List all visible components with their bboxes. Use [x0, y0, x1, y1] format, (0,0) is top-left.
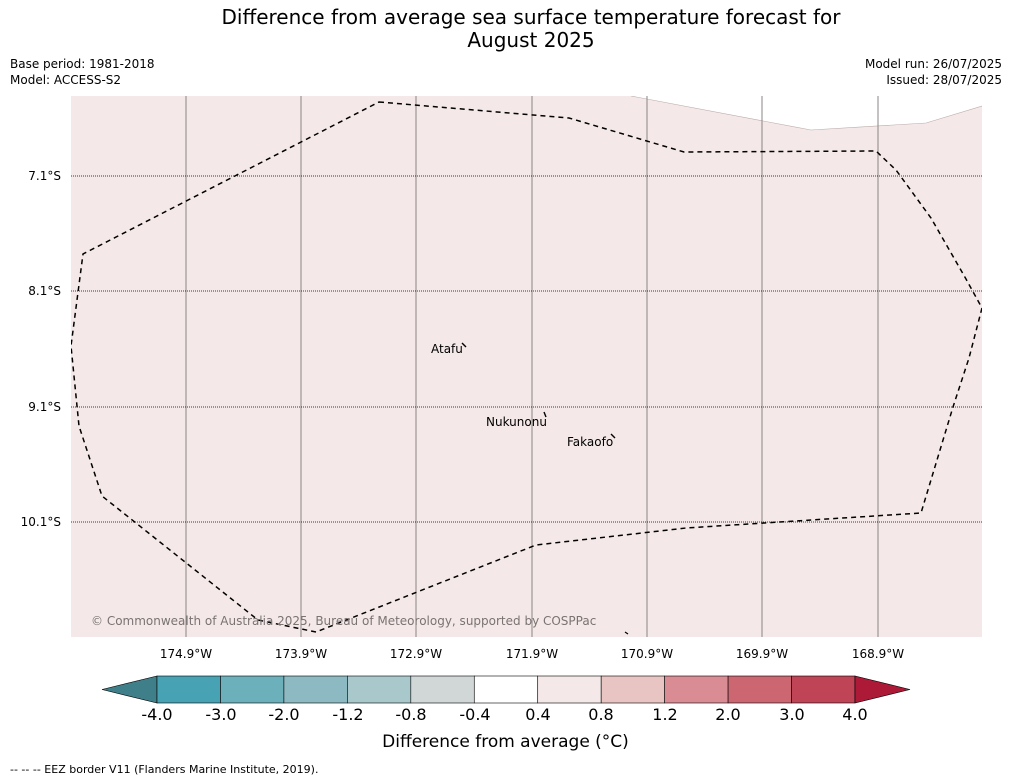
colorbar-segment: [600, 675, 665, 704]
eez-legend-note: -- -- -- EEZ border V11 (Flanders Marine…: [10, 763, 319, 776]
colorbar-segment: [537, 675, 602, 704]
colorbar-segment: [473, 675, 539, 704]
title-line-1: Difference from average sea surface temp…: [221, 5, 841, 29]
lat-label: 7.1°S: [28, 169, 61, 183]
lat-label: 10.1°S: [20, 515, 61, 529]
meridian-lines: [185, 96, 879, 637]
lat-label: 9.1°S: [28, 400, 61, 414]
colorbar-tick: 2.0: [715, 705, 741, 724]
lon-label: 171.9°W: [505, 647, 559, 661]
model-name: Model: ACCESS-S2: [10, 73, 122, 87]
colorbar-tick: -2.0: [268, 705, 300, 724]
colorbar-tick: -4.0: [141, 705, 173, 724]
colorbar-tick: -0.4: [459, 705, 491, 724]
colorbar-segment: [410, 675, 475, 704]
model-run: Model run: 26/07/2025: [864, 57, 1002, 71]
lon-label: 173.9°W: [274, 647, 328, 661]
base-period: Base period: 1981-2018: [10, 57, 155, 71]
white-region-edge: [630, 96, 982, 131]
atafu-island: [461, 342, 467, 348]
colorbar-tick: -1.2: [332, 705, 364, 724]
copyright-notice: © Commonwealth of Australia 2025, Bureau…: [91, 614, 597, 628]
colorbar-segment: [347, 675, 412, 704]
colorbar-tick: -3.0: [205, 705, 237, 724]
colorbar-tick: 0.8: [588, 705, 614, 724]
fakaofo-island: [610, 433, 616, 439]
map-area: [71, 96, 982, 637]
colorbar-segment: [727, 675, 792, 704]
lon-label: 169.9°W: [735, 647, 789, 661]
colorbar-segment: [283, 675, 348, 704]
colorbar-segment: [791, 675, 856, 704]
colorbar-label: Difference from average (°C): [382, 732, 629, 752]
lon-label: 174.9°W: [159, 647, 213, 661]
parallel-lines: [71, 175, 982, 523]
colorbar-segment: [156, 675, 221, 704]
lon-label: 170.9°W: [620, 647, 674, 661]
colorbar-tick: 0.4: [525, 705, 551, 724]
map-title: Difference from average sea surface temp…: [0, 6, 1011, 52]
colorbar-tick: 4.0: [842, 705, 868, 724]
place-label-nukunonu: Nukunonu: [486, 415, 547, 429]
place-label-atafu: Atafu: [431, 342, 463, 356]
colorbar-over-extension: [854, 675, 911, 704]
meta-left: Base period: 1981-2018 Model: ACCESS-S2: [10, 56, 155, 88]
colorbar-segment: [220, 675, 285, 704]
map-svg: [71, 96, 982, 637]
issued-date: Issued: 28/07/2025: [886, 73, 1002, 87]
lat-label: 8.1°S: [28, 284, 61, 298]
colorbar-tick: 3.0: [779, 705, 805, 724]
colorbar-segments: [101, 675, 911, 704]
colorbar-under-extension: [101, 675, 158, 704]
place-label-fakaofo: Fakaofo: [567, 435, 614, 449]
eez-border: [71, 101, 982, 633]
colorbar-tick: -0.8: [395, 705, 427, 724]
small-island: [624, 631, 629, 635]
white-region: [631, 96, 982, 130]
lon-label: 172.9°W: [389, 647, 443, 661]
title-line-2: August 2025: [467, 28, 595, 52]
colorbar-segment: [664, 675, 729, 704]
colorbar-tick: 1.2: [652, 705, 678, 724]
meta-right: Model run: 26/07/2025 Issued: 28/07/2025: [865, 56, 1002, 88]
nukunonu-island: [543, 411, 547, 418]
lon-label: 168.9°W: [851, 647, 905, 661]
